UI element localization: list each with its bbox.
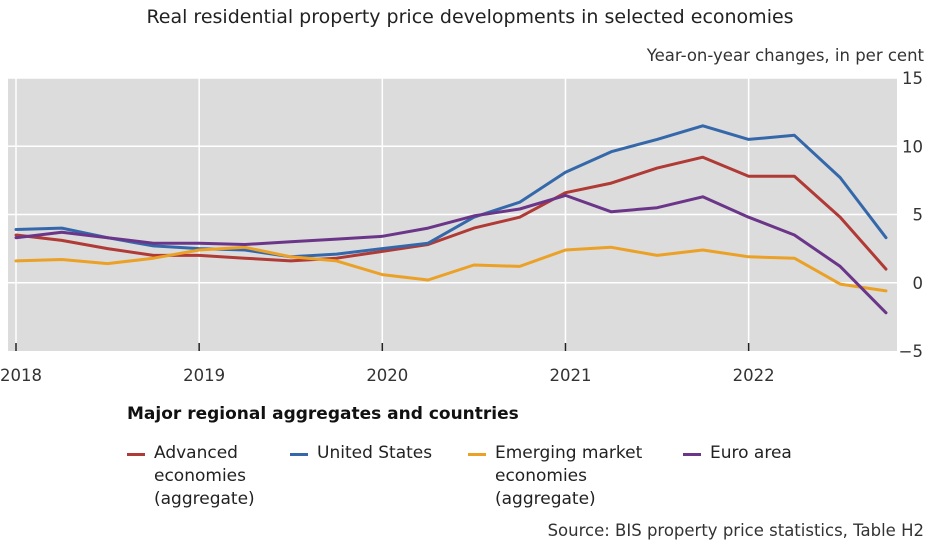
x-tick-label: 2019 [183,366,225,385]
legend-swatch-advanced-economies [127,453,145,456]
y-tick-label: 15 [902,69,923,88]
x-tick-label: 2018 [0,366,42,385]
legend-swatch-united-states [290,453,308,456]
legend-label-euro-area: Euro area [710,443,792,463]
legend-label-united-states: United States [317,443,433,463]
legend-item-advanced-economies: Advanced economies (aggregate) [127,442,255,511]
units-label: Year-on-year changes, in per cent [646,46,924,65]
x-tick-label: 2020 [366,366,408,385]
x-tick-label: 2022 [733,366,775,385]
legend-swatch-euro-area [683,453,701,456]
source-note: Source: BIS property price statistics, T… [547,521,924,540]
legend-label-emerging-market-economies: Emerging market economies (aggregate) [495,443,643,509]
y-tick-label: 0 [913,274,924,293]
legend-item-euro-area: Euro area [683,442,792,465]
legend-label-advanced-economies: Advanced economies (aggregate) [154,443,255,509]
series-line-3 [14,193,888,315]
y-tick-label: 5 [913,206,924,225]
y-tick-label: −5 [899,342,923,361]
series-lines [14,124,888,315]
x-axis [15,343,750,351]
chart-title: Real residential property price developm… [146,6,794,28]
legend-swatch-emerging-market-economies [468,453,486,456]
x-tick-label: 2021 [549,366,591,385]
y-tick-label: 10 [902,137,923,156]
series-line-2 [14,245,888,293]
gridlines [8,77,897,351]
legend-item-united-states: United States [290,442,432,465]
legend-title: Major regional aggregates and countries [127,404,519,424]
series-line-1 [14,124,888,259]
tick-labels: 15 10 5 0 −5 2018 2019 2020 2021 2022 [0,69,923,385]
legend-item-emerging-market-economies: Emerging market economies (aggregate) [468,442,642,511]
line-chart: 15 10 5 0 −5 2018 2019 2020 2021 2022 [0,69,923,385]
